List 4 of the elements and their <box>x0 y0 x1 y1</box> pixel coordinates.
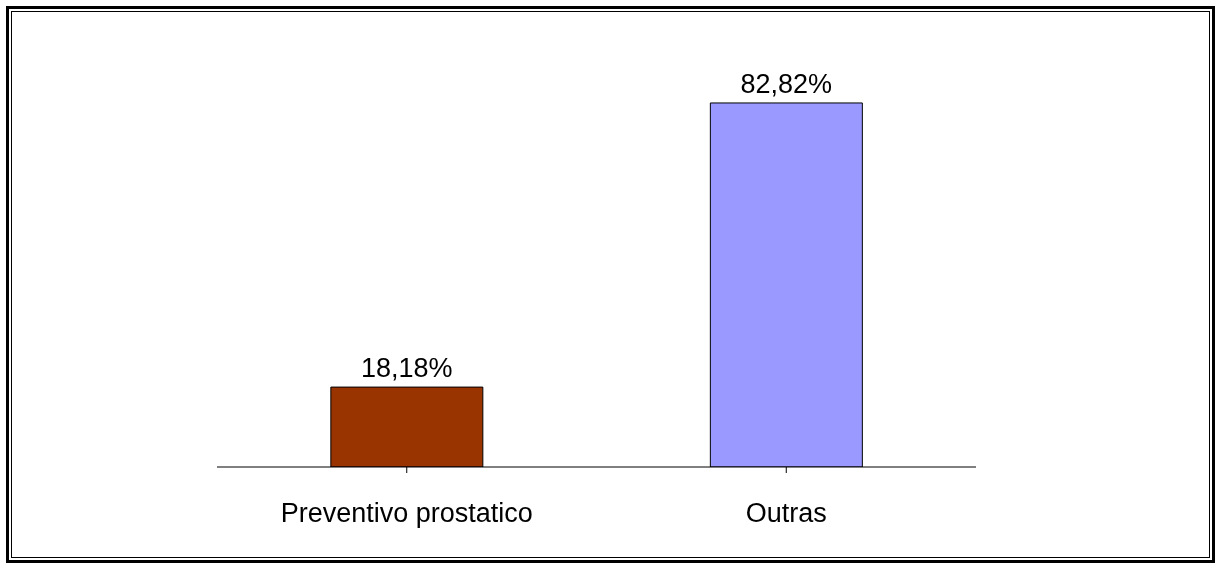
data-label: 82,82% <box>740 68 833 99</box>
data-label: 18,18% <box>361 353 453 384</box>
x-tick-label: Preventivo prostatico <box>280 498 533 529</box>
x-tick-label: Outras <box>745 498 827 529</box>
